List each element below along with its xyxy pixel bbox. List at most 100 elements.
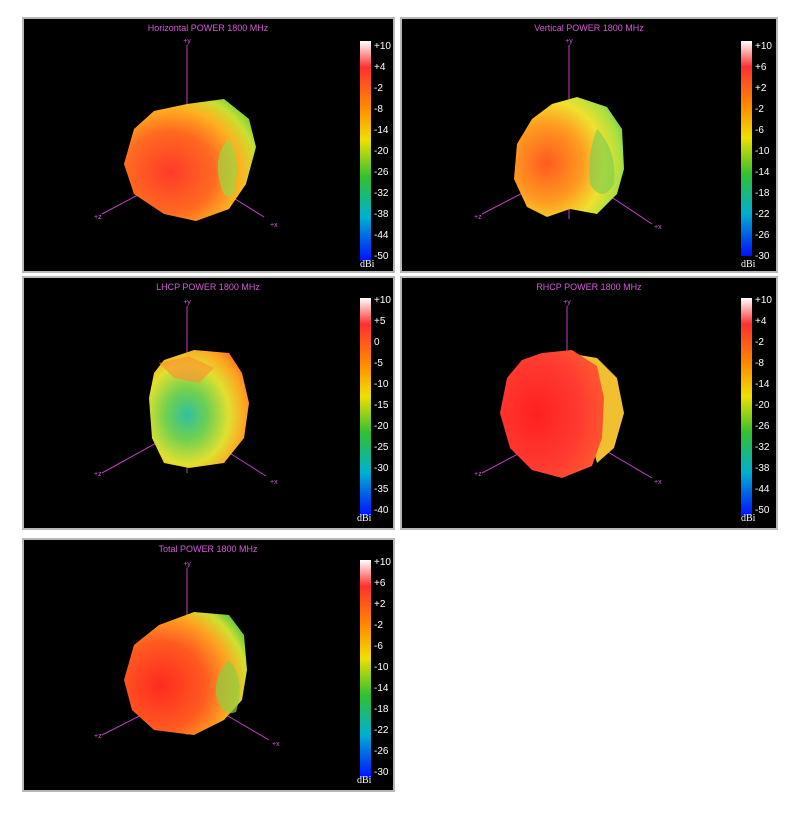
rhcp-power-plot: RHCP POWER 1800 MHz +y +x +z +10 +4 -2 -8 -1… [400, 276, 778, 530]
colorbar-tick-label: -30 [374, 463, 389, 474]
colorbar-tick-label: +4 [755, 316, 767, 327]
colorbar-tick-label: -20 [755, 400, 770, 411]
colorbar-tick-label: -15 [374, 400, 389, 411]
colorbar-tick-label: -6 [374, 641, 383, 652]
colorbar-tick-label: +10 [374, 41, 391, 52]
colorbar-tick-label: -38 [374, 209, 389, 220]
axis-label-z: +z [94, 733, 102, 740]
pattern-shading [215, 660, 240, 714]
colorbar-tick-label: -32 [755, 442, 770, 453]
pattern-shading [589, 129, 615, 194]
radiation-pattern-surface [500, 350, 604, 478]
axis-label-x: +x [654, 479, 662, 486]
horizontal-power-svg: Horizontal POWER 1800 MHz +y +x +z +10 +4… [94, 23, 391, 270]
colorbar [360, 560, 371, 778]
axis-label-z: +z [474, 214, 482, 221]
colorbar-tick-label: +10 [374, 295, 391, 306]
plot-title: Total POWER 1800 MHz [158, 544, 258, 554]
colorbar-tick-label: +10 [755, 41, 772, 52]
colorbar-tick-label: -2 [755, 104, 764, 115]
colorbar-tick-label: -26 [374, 167, 389, 178]
colorbar-tick-label: +6 [374, 578, 386, 589]
radiation-pattern-surface [149, 350, 249, 468]
colorbar-tick-label: -8 [374, 104, 383, 115]
colorbar-tick-label: -22 [755, 209, 770, 220]
colorbar-unit: dBi [741, 513, 756, 524]
axis-label-y: +y [183, 38, 191, 45]
vertical-power-svg: Vertical POWER 1800 MHz +y +x +z +10 +6 +2… [474, 23, 772, 270]
colorbar-tick-label: -10 [374, 662, 389, 673]
colorbar-tick-label: +2 [755, 83, 767, 94]
colorbar-tick-label: -10 [374, 379, 389, 390]
colorbar-tick-label: +6 [755, 62, 767, 73]
colorbar-tick-label: -25 [374, 442, 389, 453]
colorbar-tick-label: -5 [374, 358, 383, 369]
axis-label-y: +y [563, 299, 571, 306]
axis-label-z: +z [94, 214, 102, 221]
colorbar-tick-label: -14 [755, 167, 770, 178]
colorbar-tick-label: -44 [755, 484, 770, 495]
colorbar-tick-label: -6 [755, 125, 764, 136]
plot-title: Horizontal POWER 1800 MHz [148, 23, 269, 33]
axis-label-y: +y [183, 561, 191, 568]
axis-label-x: +x [270, 479, 278, 486]
colorbar-tick-label: -40 [374, 505, 389, 516]
colorbar-tick-label: -10 [755, 146, 770, 157]
colorbar-tick-label: -44 [374, 230, 389, 241]
total-power-plot: Total POWER 1800 MHz +y +x +z +10 +6 +2 -2 -… [22, 538, 395, 792]
colorbar-tick-label: -35 [374, 484, 389, 495]
plot-title: Vertical POWER 1800 MHz [534, 23, 644, 33]
colorbar-tick-label: -14 [374, 125, 389, 136]
colorbar-tick-label: -18 [755, 188, 770, 199]
axis-label-x: +x [272, 741, 280, 748]
colorbar [360, 41, 371, 261]
colorbar-tick-label: +2 [374, 599, 386, 610]
colorbar-tick-label: -26 [374, 746, 389, 757]
colorbar-tick-label: -50 [374, 251, 389, 262]
colorbar-tick-label: -22 [374, 725, 389, 736]
radiation-pattern-surface [124, 612, 247, 735]
horizontal-power-plot: Horizontal POWER 1800 MHz +y +x +z +10 +4… [22, 17, 395, 273]
axis-label-y: +y [183, 299, 191, 306]
pattern-shading [217, 139, 238, 197]
colorbar-unit: dBi [360, 259, 375, 270]
colorbar-tick-label: +10 [374, 557, 391, 568]
colorbar-unit: dBi [741, 259, 756, 270]
colorbar [360, 298, 371, 516]
colorbar-tick-label: -20 [374, 146, 389, 157]
colorbar-tick-label: -8 [755, 358, 764, 369]
axis-label-z: +z [474, 471, 482, 478]
colorbar-tick-label: -30 [374, 767, 389, 778]
colorbar [741, 41, 752, 256]
colorbar-tick-label: +4 [374, 62, 386, 73]
axis-label-x: +x [654, 224, 662, 231]
total-power-svg: Total POWER 1800 MHz +y +x +z +10 +6 +2 -2 -… [94, 544, 391, 786]
colorbar-tick-label: +10 [755, 295, 772, 306]
lhcp-power-svg: LHCP POWER 1800 MHz +y +x +z +10 +5 0 -5 -10… [94, 282, 391, 524]
colorbar-tick-label: -2 [374, 83, 383, 94]
axis-label-x: +x [270, 222, 278, 229]
colorbar-tick-label: -38 [755, 463, 770, 474]
colorbar-tick-label: -26 [755, 230, 770, 241]
colorbar [741, 298, 752, 516]
colorbar-tick-label: -2 [755, 337, 764, 348]
colorbar-unit: dBi [357, 513, 372, 524]
axis-label-y: +y [565, 38, 573, 45]
rhcp-power-svg: RHCP POWER 1800 MHz +y +x +z +10 +4 -2 -8 -1… [474, 282, 772, 524]
plot-title: RHCP POWER 1800 MHz [536, 282, 642, 292]
colorbar-tick-label: 0 [374, 337, 380, 348]
colorbar-tick-label: +5 [374, 316, 386, 327]
colorbar-unit: dBi [357, 775, 372, 786]
axis-label-z: +z [94, 471, 102, 478]
vertical-power-plot: Vertical POWER 1800 MHz +y +x +z +10 +6 +2… [400, 17, 778, 273]
colorbar-tick-label: -50 [755, 505, 770, 516]
colorbar-tick-label: -32 [374, 188, 389, 199]
colorbar-tick-label: -30 [755, 251, 770, 262]
colorbar-tick-label: -14 [374, 683, 389, 694]
pattern-shading [159, 356, 214, 383]
plot-title: LHCP POWER 1800 MHz [156, 282, 260, 292]
colorbar-tick-label: -14 [755, 379, 770, 390]
lhcp-power-plot: LHCP POWER 1800 MHz +y +x +z +10 +5 0 -5 -10… [22, 276, 395, 530]
colorbar-tick-label: -2 [374, 620, 383, 631]
colorbar-tick-label: -18 [374, 704, 389, 715]
